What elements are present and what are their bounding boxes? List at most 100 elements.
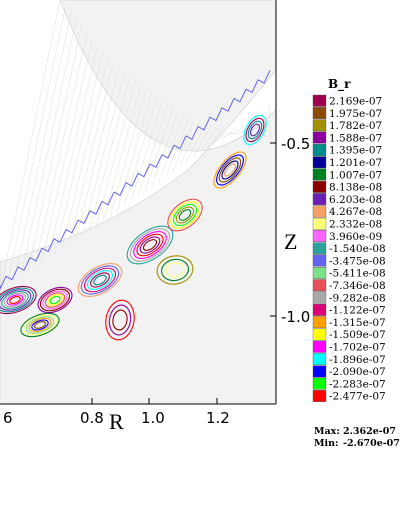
mesh-line: [61, 55, 109, 249]
mesh-line: [192, 125, 212, 158]
mesh-line: [268, 104, 271, 138]
legend-swatch: [312, 168, 327, 181]
legend-label: 3.960e-09: [329, 231, 382, 243]
contour-line: [165, 262, 185, 278]
legend-label: -1.540e-08: [329, 243, 386, 255]
contour-line: [44, 292, 66, 308]
contour-line: [42, 290, 68, 310]
mesh-line: [130, 99, 163, 201]
legend-label: -1.122e-07: [329, 305, 386, 317]
legend-label: -7.346e-08: [329, 280, 386, 292]
legend-swatch: [312, 328, 327, 341]
mesh-line: [123, 96, 158, 206]
max-value: 2.362e-07: [343, 426, 396, 437]
mesh-line: [199, 127, 217, 153]
legend-label: -2.090e-07: [329, 366, 386, 378]
legend-label: 1.782e-07: [329, 120, 382, 132]
mesh-line: [6, 6, 66, 288]
legend-swatch: [312, 365, 327, 378]
contour-line: [126, 225, 174, 265]
legend-swatch: [312, 340, 327, 353]
legend-label: -1.315e-07: [329, 317, 386, 329]
mesh-line: [213, 130, 228, 144]
contour-line: [249, 123, 261, 137]
legend-label: 1.007e-07: [329, 169, 382, 181]
legend-label: 1.975e-07: [329, 108, 382, 120]
contour-line: [112, 309, 128, 331]
contour-line: [49, 295, 61, 305]
min-value: -2.670e-07: [343, 438, 400, 449]
mesh-line: [172, 118, 196, 173]
legend-items: 2.169e-071.975e-071.782e-071.588e-071.39…: [312, 94, 386, 403]
contour-line: [9, 296, 21, 304]
contour-line: [25, 316, 55, 334]
contour-line: [1, 290, 29, 310]
mesh-line: [117, 92, 153, 211]
mesh-line: [27, 26, 82, 273]
mesh-line: [151, 109, 180, 187]
x-axis-label: R: [109, 409, 124, 434]
mesh-line: [89, 75, 131, 230]
max-label: Max:: [314, 426, 340, 437]
legend-label: 6.203e-08: [329, 194, 382, 206]
legend-swatch: [312, 267, 327, 279]
legend-title: B_r: [328, 77, 351, 92]
legend-swatch: [312, 156, 327, 169]
legend-label: -2.283e-07: [329, 378, 386, 390]
legend-label: 2.332e-08: [329, 219, 382, 231]
mesh-line: [75, 65, 120, 240]
contour-line: [136, 233, 164, 257]
contour-line: [105, 299, 135, 341]
legend-swatch: [312, 242, 327, 255]
x-tick-label: 6: [3, 409, 13, 427]
x-tick-label: 0.8: [80, 409, 104, 427]
contour-line: [31, 319, 49, 331]
legend-swatch: [312, 377, 327, 390]
mesh-line: [20, 19, 77, 278]
contour-line: [161, 258, 189, 282]
contour-line: [37, 286, 73, 314]
mesh-line: [82, 70, 126, 235]
legend-swatch: [312, 316, 327, 329]
legend-swatch: [312, 303, 327, 316]
contour-line: [245, 117, 265, 143]
mesh-line: [110, 88, 147, 216]
contour-line: [216, 154, 244, 186]
contour-line: [28, 317, 52, 333]
contour-line: [170, 201, 200, 229]
min-label: Min:: [314, 438, 339, 449]
contour-line: [33, 321, 47, 329]
mesh-line: [34, 32, 88, 269]
contour-line: [3, 292, 27, 308]
contour-line: [77, 262, 123, 298]
legend-label: -1.702e-07: [329, 342, 386, 354]
mesh-line: [144, 106, 174, 192]
contour-line: [90, 272, 110, 288]
contour-line: [83, 267, 117, 293]
contour-line: [108, 304, 132, 336]
legend-label: 1.588e-07: [329, 132, 382, 144]
mesh-line: [41, 38, 93, 264]
contour-line: [243, 114, 267, 146]
legend-label: 2.169e-07: [329, 96, 382, 108]
x-tick-label: 1.0: [141, 409, 165, 427]
contour-line: [0, 289, 32, 311]
legend-swatch: [312, 353, 327, 365]
mesh-line: [186, 123, 207, 163]
legend-swatch: [312, 254, 327, 267]
mesh-line: [137, 103, 169, 197]
plot-area: [0, 0, 276, 404]
mesh-line: [234, 128, 244, 136]
contour-line: [247, 120, 263, 140]
contour-line: [139, 236, 161, 254]
mesh-line: [13, 13, 72, 283]
y-axis-label: Z: [284, 229, 297, 254]
mesh-line: [54, 49, 104, 254]
legend-swatch: [312, 119, 327, 132]
contour-line: [87, 270, 113, 290]
contour-lines: [0, 70, 271, 341]
contour-line: [23, 314, 57, 336]
legend-swatch: [312, 107, 327, 120]
legend-swatch: [312, 94, 327, 107]
